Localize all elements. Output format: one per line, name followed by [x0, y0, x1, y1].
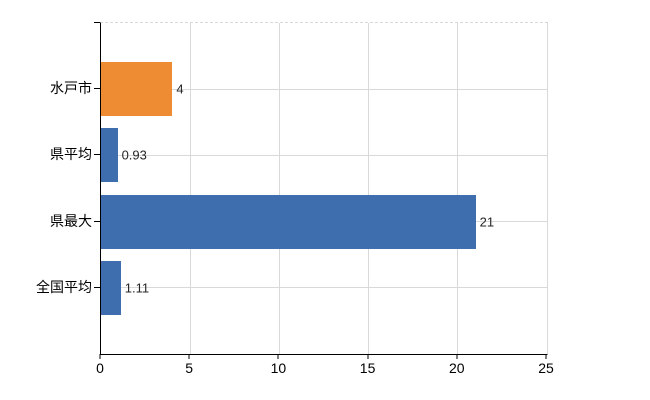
bar-value-label: 1.11	[124, 280, 150, 296]
bar	[101, 194, 476, 249]
x-axis-tick-label: 15	[359, 360, 376, 376]
category-label: 全国平均	[36, 278, 92, 295]
x-axis-tick-label: 25	[538, 360, 554, 376]
y-axis-tick	[94, 22, 100, 23]
category-label: 水戸市	[50, 80, 92, 97]
y-axis-tick	[94, 220, 100, 222]
x-axis-tick	[99, 354, 101, 359]
bar-value-label: 0.93	[121, 147, 147, 163]
horizontal-gridline	[101, 88, 547, 90]
plot-area: 4 0.93 21 1.11	[100, 22, 548, 355]
vertical-gridline	[457, 23, 459, 354]
x-axis-tick-label: 5	[185, 360, 194, 376]
x-axis-tick-label: 10	[270, 360, 287, 376]
x-axis: 0 5 10 15 20 25	[96, 354, 554, 394]
vertical-gridline	[278, 23, 280, 354]
x-axis-tick	[456, 354, 458, 359]
horizontal-gridline	[101, 154, 547, 156]
y-axis-category-labels: 水戸市県平均県最大全国平均	[0, 22, 92, 353]
horizontal-gridline	[101, 287, 547, 289]
bar	[101, 128, 118, 183]
x-axis-tick-label: 0	[96, 360, 104, 376]
y-axis-tick	[94, 88, 100, 90]
vertical-gridline	[189, 23, 191, 354]
x-axis-tick	[188, 354, 190, 359]
x-axis-tick	[545, 354, 547, 359]
category-label: 県平均	[50, 146, 92, 163]
vertical-gridline	[368, 23, 370, 354]
y-axis-tick	[94, 286, 100, 288]
bar-value-label: 21	[479, 214, 495, 230]
y-axis-tick	[94, 154, 100, 156]
x-axis-tick	[277, 354, 279, 359]
category-label: 県最大	[50, 212, 92, 229]
x-axis-tick	[367, 354, 369, 359]
bar	[101, 260, 121, 315]
bar-value-label: 4	[176, 81, 184, 97]
x-axis-tick-label: 20	[449, 360, 465, 376]
bar	[101, 62, 173, 117]
